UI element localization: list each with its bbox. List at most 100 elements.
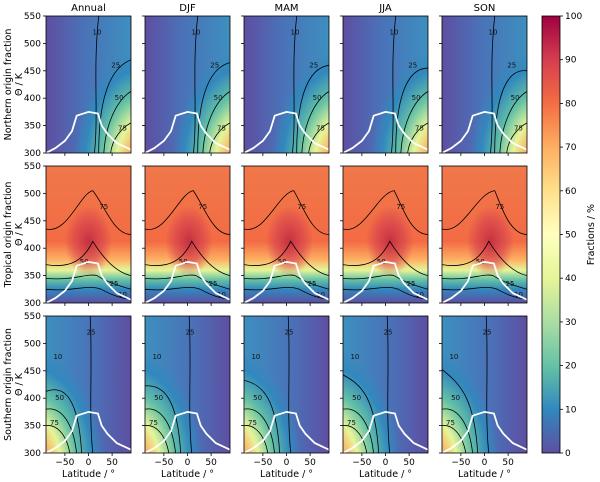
- contour-line-10: [292, 16, 298, 153]
- contour-line-10: [343, 190, 428, 235]
- y-tick-label: 400: [24, 394, 41, 404]
- x-axis-label: Latitude / °: [260, 469, 313, 480]
- heatmap-high-region: [466, 205, 515, 277]
- heatmap-high-region: [265, 205, 314, 277]
- contour-label: 10: [251, 353, 260, 361]
- contour-label: 25: [110, 280, 119, 288]
- contour-label: 75: [118, 124, 127, 132]
- x-tick-label: 50: [106, 458, 118, 468]
- contour-label: 10: [350, 353, 359, 361]
- contour-line-75: [145, 425, 170, 453]
- heatmap-high-region: [69, 43, 131, 153]
- colorbar-gradient: [541, 15, 561, 454]
- panel-northern-mam: 10 25 50 75: [241, 15, 330, 156]
- x-tick-label: −50: [55, 458, 74, 468]
- contour-label: 50: [55, 394, 64, 402]
- contour-label: 50: [278, 258, 287, 266]
- contour-label: 25: [209, 280, 218, 288]
- contour-line-25: [494, 70, 527, 153]
- contour-line-10: [46, 190, 131, 235]
- contour-label: 75: [99, 203, 108, 211]
- row-label-northern: Northern origin fraction: [3, 29, 14, 141]
- tropopause-line: [343, 260, 428, 303]
- x-tick-label: 0: [284, 458, 290, 468]
- contour-label: 25: [407, 280, 416, 288]
- contour-label: 75: [415, 124, 424, 132]
- contour-label: 75: [514, 124, 523, 132]
- colorbar-tick-label: 20: [565, 362, 577, 372]
- contour-line-25: [46, 389, 83, 453]
- contour-line-75: [209, 122, 230, 153]
- x-tick-label: 50: [502, 458, 514, 468]
- heatmap-high-region: [64, 205, 113, 277]
- y-tick-label: 500: [24, 339, 41, 349]
- contour-label: 75: [50, 419, 59, 427]
- y-tick-label: 300: [24, 299, 41, 309]
- y-tick-label: 450: [24, 67, 41, 77]
- heatmap-high-region: [442, 343, 504, 453]
- heatmap-high-region: [465, 43, 527, 153]
- contour-label: 50: [511, 94, 520, 102]
- colorbar-label: Fractions / %: [586, 204, 597, 265]
- contour-label: 10: [489, 28, 498, 36]
- contour-label: 50: [476, 258, 485, 266]
- contour-label: 25: [507, 61, 516, 69]
- contour-label: 50: [451, 394, 460, 402]
- tropopause-line: [244, 110, 329, 153]
- contour-line-25: [343, 240, 428, 276]
- contour-label: 10: [390, 28, 399, 36]
- contour-line-25: [244, 240, 329, 276]
- x-tick-label: 0: [86, 458, 92, 468]
- tropopause-line: [145, 410, 230, 453]
- season-title-annual: Annual: [71, 3, 106, 14]
- heatmap-high-region: [145, 343, 207, 453]
- contour-label: 10: [449, 353, 458, 361]
- contour-label: 75: [316, 124, 325, 132]
- x-tick-label: 50: [304, 458, 316, 468]
- contour-line-75: [343, 425, 368, 453]
- season-title-son: SON: [474, 3, 496, 14]
- contour-line-25: [145, 385, 182, 453]
- contour-label: 75: [198, 203, 207, 211]
- colorbar-tick-label: 100: [565, 12, 582, 22]
- tropopause-line: [442, 110, 527, 153]
- contour-label: 10: [152, 353, 161, 361]
- colorbar-tick-label: 60: [565, 187, 577, 197]
- y-tick-label: 550: [24, 312, 41, 322]
- contour-label: 10: [53, 353, 62, 361]
- tropopause-line: [145, 110, 230, 153]
- season-title-jja: JJA: [378, 3, 392, 14]
- contour-label: 75: [347, 419, 356, 427]
- contour-label: 25: [309, 61, 318, 69]
- contour-line-50: [343, 274, 428, 290]
- y-tick-label: 400: [24, 244, 41, 254]
- panel-northern-son: 10 25 50 75: [439, 15, 528, 156]
- x-axis-label: Latitude / °: [62, 469, 115, 480]
- y-tick-label: 400: [24, 94, 41, 104]
- heatmap-high-region: [165, 205, 213, 277]
- colorbar: 0 10 20 30 40 50 60 70 80 90 100 Fractions / %: [541, 12, 597, 459]
- contour-line-10: [287, 316, 292, 453]
- y-tick-label: 350: [24, 122, 41, 132]
- tropopause-line: [343, 110, 428, 153]
- tropopause-line: [46, 110, 131, 153]
- y-tick-label: 300: [24, 449, 41, 459]
- y-tick-label: 450: [24, 217, 41, 227]
- tropopause-line: [442, 260, 527, 303]
- contour-line-25: [244, 379, 281, 453]
- contour-line-50: [202, 91, 230, 153]
- tropopause-line: [145, 260, 230, 303]
- panel-northern-djf: 10 25 50 75: [142, 15, 231, 156]
- contour-label: 50: [179, 258, 188, 266]
- x-tick-label: −50: [352, 458, 371, 468]
- contour-line-75: [442, 425, 467, 453]
- contour-label: 25: [483, 328, 492, 336]
- contour-label: 25: [285, 328, 294, 336]
